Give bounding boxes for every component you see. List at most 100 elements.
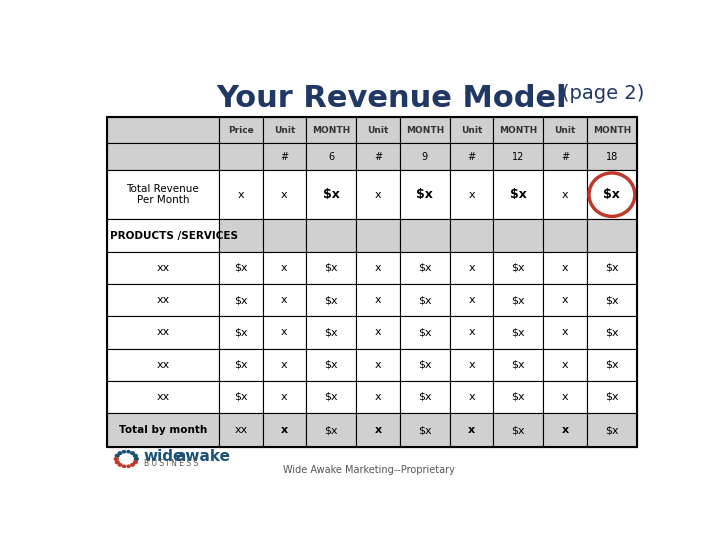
Circle shape [122,450,125,453]
Bar [544,413,587,447]
Text: $x: $x [605,327,618,338]
Bar [263,381,306,413]
Text: Price: Price [228,126,253,134]
Bar [306,348,356,381]
Text: Total Revenue
Per Month: Total Revenue Per Month [127,184,199,205]
Text: $x: $x [234,392,248,402]
Bar [219,252,263,284]
Text: $x: $x [605,295,618,305]
Text: 12: 12 [512,152,525,161]
Bar [219,316,263,348]
Bar [306,284,356,316]
Text: $x: $x [605,263,618,273]
Text: $x: $x [511,360,525,370]
Text: $x: $x [418,392,431,402]
Bar [493,413,544,447]
Text: $x: $x [418,360,431,370]
Text: x: x [282,295,288,305]
Bar [587,170,636,219]
Text: x: x [282,263,288,273]
Bar [450,219,493,252]
Bar [450,413,493,447]
Circle shape [115,461,119,464]
Bar [587,219,636,252]
Bar [263,117,306,144]
Bar [493,316,544,348]
Bar [450,144,493,170]
Text: $x: $x [418,327,431,338]
Bar [263,316,306,348]
Text: $x: $x [416,188,433,201]
Text: x: x [374,392,382,402]
Text: $x: $x [325,425,338,435]
Text: $x: $x [325,327,338,338]
Circle shape [135,457,138,461]
Text: $x: $x [605,392,618,402]
Bar [544,316,587,348]
Text: $x: $x [325,360,338,370]
Bar [356,117,400,144]
Text: $x: $x [325,263,338,273]
Bar [263,413,306,447]
Text: wide: wide [143,449,184,464]
Bar [544,144,587,170]
Bar [450,170,493,219]
Bar [356,284,400,316]
Text: $x: $x [511,425,525,435]
Bar [400,284,450,316]
Bar [450,284,493,316]
Bar [219,117,263,144]
Text: x: x [562,392,568,402]
Text: xx: xx [156,327,169,338]
Bar [356,144,400,170]
Bar [263,348,306,381]
Bar [544,348,587,381]
Bar [356,219,400,252]
Text: $x: $x [605,360,618,370]
Circle shape [131,463,134,466]
Text: x: x [562,425,569,435]
Bar [306,117,356,144]
Text: x: x [562,295,568,305]
Bar [219,284,263,316]
Bar [587,284,636,316]
Bar [400,117,450,144]
Text: x: x [468,295,475,305]
Bar [107,413,219,447]
Text: 6: 6 [328,152,334,161]
Text: x: x [562,327,568,338]
Bar [400,348,450,381]
Text: x: x [374,263,382,273]
Text: x: x [282,360,288,370]
Circle shape [115,454,119,457]
Text: xx: xx [156,360,169,370]
Text: x: x [374,327,382,338]
Bar [107,284,219,316]
Text: (page 2): (page 2) [562,84,644,103]
Bar [400,252,450,284]
Bar [306,219,356,252]
Text: x: x [468,327,475,338]
Bar [306,252,356,284]
Bar [587,252,636,284]
Bar [263,170,306,219]
Text: x: x [282,392,288,402]
Text: x: x [281,425,288,435]
Circle shape [114,457,118,461]
Bar [107,144,219,170]
Text: 9: 9 [422,152,428,161]
Text: x: x [562,263,568,273]
Circle shape [118,463,122,466]
Bar [263,219,306,252]
Text: $x: $x [323,188,340,201]
Bar [107,381,219,413]
Bar [587,381,636,413]
Text: $x: $x [418,263,431,273]
Bar [356,170,400,219]
Text: $x: $x [234,327,248,338]
Text: x: x [282,327,288,338]
Bar [219,219,263,252]
Bar [400,144,450,170]
Bar [107,348,219,381]
Bar [450,117,493,144]
